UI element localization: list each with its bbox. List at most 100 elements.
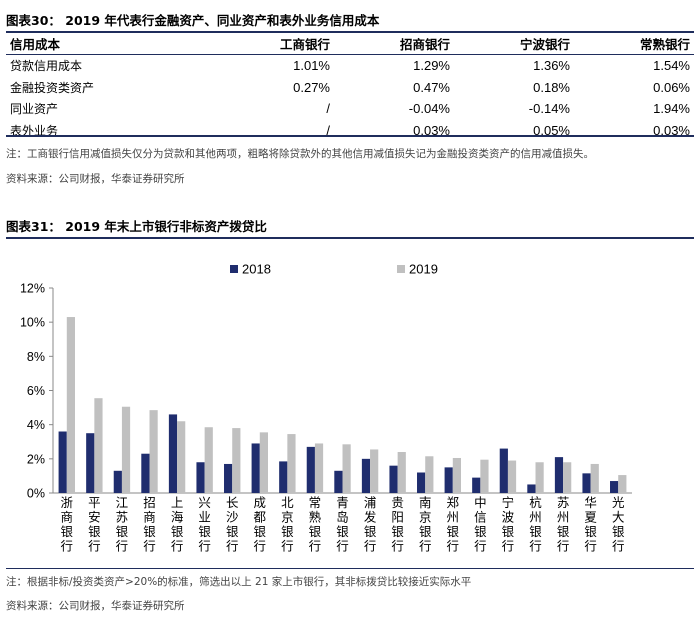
- table-cell: 0.05%: [533, 122, 570, 138]
- bar-2018-11: [334, 470, 343, 493]
- bar-2018-13: [389, 465, 398, 493]
- x-tick-label: 上海银行: [171, 495, 184, 554]
- x-tick-label: 成都银行: [254, 495, 267, 554]
- y-tick-label: 0%: [27, 487, 45, 501]
- header-cmb: 招商银行: [399, 37, 450, 52]
- row-label: 贷款信用成本: [10, 59, 83, 74]
- bar-2019-19: [563, 462, 572, 493]
- table-header-row: 信用成本 工商银行 招商银行 宁波银行 常熟银行: [6, 33, 694, 55]
- x-tick-label: 浦发银行: [364, 495, 377, 554]
- table-cell: -0.04%: [408, 101, 450, 117]
- fig31-bottom-rule: [6, 568, 694, 569]
- bar-2019-4: [149, 410, 158, 493]
- x-tick-label: 常熟银行: [309, 495, 322, 554]
- fig30-note: 注：工商银行信用减值损失仅分为贷款和其他两项，粗略将除贷款外的其他信用减值损失记…: [6, 148, 594, 160]
- bar-2018-19: [554, 457, 564, 493]
- bar-2018-6: [196, 462, 205, 493]
- bar-2018-15: [444, 467, 453, 493]
- bar-2019-20: [590, 463, 599, 493]
- x-tick-label: 平安银行: [88, 495, 101, 554]
- bar-2019-6: [204, 427, 213, 493]
- fig30-title: 图表30： 2019 年代表行金融资产、同业资产和表外业务信用成本: [6, 13, 380, 28]
- fig30-bottom-rule: [6, 135, 694, 137]
- credit-cost-table: 信用成本 工商银行 招商银行 宁波银行 常熟银行 贷款信用成本 1.01% 1.…: [6, 33, 694, 141]
- table-cell: 0.03%: [413, 122, 450, 138]
- table-cell: 0.03%: [653, 122, 690, 138]
- bar-2019-18: [535, 462, 544, 493]
- x-tick-label: 南京银行: [419, 495, 432, 554]
- row-label: 表外业务: [10, 123, 59, 138]
- bar-2019-12: [370, 449, 379, 493]
- x-tick-label: 贵阳银行: [391, 495, 404, 554]
- table-cell: /: [326, 122, 330, 138]
- table-cell: -0.14%: [528, 101, 570, 117]
- fig31-note: 注：根据非标/投资类资产>20%的标准，筛选出以上 21 家上市银行，其非标拨贷…: [6, 576, 472, 588]
- table-cell: 0.27%: [293, 79, 330, 95]
- bar-2018-21: [610, 481, 619, 493]
- bar-2019-15: [452, 457, 461, 493]
- table-cell: 0.06%: [653, 79, 690, 95]
- x-tick-label: 招商银行: [143, 495, 156, 554]
- bar-2018-20: [582, 473, 591, 493]
- table-row: 表外业务 / 0.03% 0.05% 0.03%: [6, 120, 694, 142]
- bar-2019-16: [480, 459, 489, 493]
- legend-swatch-2018: [230, 265, 238, 273]
- bar-2018-17: [499, 448, 508, 493]
- row-label: 金融投资类资产: [10, 80, 95, 95]
- y-tick-label: 4%: [27, 418, 45, 432]
- bar-2018-4: [141, 453, 150, 493]
- x-tick-label: 江苏银行: [116, 495, 129, 554]
- x-tick-label: 华夏银行: [584, 495, 597, 554]
- table-cell: 0.18%: [533, 79, 570, 95]
- header-changshu: 常熟银行: [639, 37, 690, 52]
- bar-2018-2: [86, 433, 95, 493]
- x-tick-label: 郑州银行: [447, 495, 460, 554]
- legend-swatch-2019: [397, 265, 405, 273]
- bar-2019-5: [177, 421, 186, 493]
- header-label: 信用成本: [10, 37, 61, 52]
- y-tick-label: 6%: [27, 384, 45, 398]
- x-tick-label: 北京银行: [281, 495, 294, 554]
- table-cell: 1.54%: [653, 58, 690, 74]
- x-tick-label: 浙商银行: [61, 495, 74, 554]
- bar-2019-3: [121, 406, 131, 493]
- bar-2019-7: [232, 428, 241, 493]
- header-icbc: 工商银行: [279, 37, 330, 52]
- y-tick-label: 8%: [27, 350, 45, 364]
- bar-2019-21: [618, 475, 627, 493]
- bar-2019-11: [342, 444, 351, 493]
- bar-2019-1: [66, 317, 75, 493]
- bar-2018-10: [306, 446, 315, 493]
- table-cell: 1.94%: [653, 101, 690, 117]
- bar-2019-13: [397, 452, 406, 493]
- bar-2018-16: [472, 477, 481, 493]
- x-tick-label: 宁波银行: [502, 495, 515, 554]
- bar-2018-18: [527, 484, 536, 493]
- table-cell: 1.36%: [533, 58, 570, 74]
- table-cell: 0.47%: [413, 79, 450, 95]
- legend-label-2018: 2018: [242, 262, 271, 277]
- header-ningbo: 宁波银行: [519, 37, 570, 52]
- fig31-top-rule: [6, 237, 694, 239]
- x-tick-label: 杭州银行: [529, 495, 542, 554]
- x-tick-label: 兴业银行: [198, 495, 211, 554]
- table-cell: 1.29%: [413, 58, 450, 74]
- bar-2018-12: [361, 458, 371, 493]
- bar-2018-9: [279, 461, 288, 493]
- bar-2019-10: [314, 443, 324, 493]
- legend-label-2019: 2019: [409, 262, 438, 277]
- y-tick-label: 10%: [20, 316, 45, 330]
- bar-2019-8: [259, 432, 268, 493]
- bar-2018-14: [417, 472, 426, 493]
- fig30-top-rule: [6, 31, 694, 33]
- table-row: 贷款信用成本 1.01% 1.29% 1.36% 1.54%: [6, 54, 694, 77]
- fig31-source: 资料来源：公司财报，华泰证券研究所: [6, 600, 185, 612]
- npl-ratio-bar-chart: 0% 2% 4% 6% 8% 10% 12% 浙商银行 平安银行 江苏银行 招商银行 上海银行 兴业银行…: [20, 262, 632, 554]
- table-cell: /: [326, 101, 330, 117]
- row-label: 同业资产: [10, 102, 59, 117]
- bar-2018-7: [224, 463, 233, 493]
- bar-2019-14: [425, 456, 434, 493]
- fig30-source: 资料来源：公司财报，华泰证券研究所: [6, 173, 185, 185]
- y-tick-label: 2%: [27, 452, 45, 466]
- table-cell: 1.01%: [293, 58, 330, 74]
